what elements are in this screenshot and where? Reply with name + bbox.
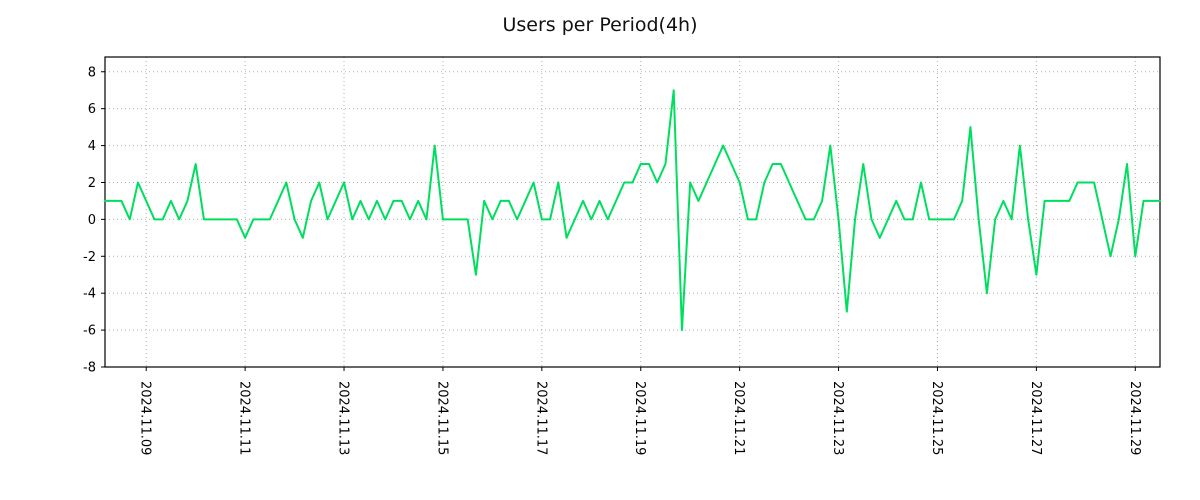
y-tick-label: -4 xyxy=(83,287,96,302)
y-tick-label: -2 xyxy=(83,250,96,265)
x-tick-label: 2024.11.13 xyxy=(336,381,351,455)
x-tick-label: 2024.11.19 xyxy=(632,381,647,455)
x-tick-label: 2024.11.29 xyxy=(1127,381,1142,455)
x-tick-label: 2024.11.21 xyxy=(731,381,746,455)
y-tick-label: 4 xyxy=(88,139,96,154)
x-tick-label: 2024.11.09 xyxy=(138,381,153,455)
y-tick-label: -8 xyxy=(83,361,96,376)
y-tick-label: 2 xyxy=(88,176,96,191)
y-tick-label: -6 xyxy=(83,324,96,339)
plot-border xyxy=(104,56,1161,368)
x-tick-label: 2024.11.17 xyxy=(533,381,548,455)
x-tick-label: 2024.11.23 xyxy=(830,381,845,455)
y-tick-label: 0 xyxy=(88,213,96,228)
line-series-users xyxy=(104,89,1161,332)
x-tick-label: 2024.11.15 xyxy=(434,381,449,455)
y-tick-label: 8 xyxy=(88,65,96,80)
x-tick-label: 2024.11.25 xyxy=(929,381,944,455)
chart-title: Users per Period(4h) xyxy=(502,14,698,36)
y-tick-label: 6 xyxy=(88,102,96,117)
x-tick-label: 2024.11.11 xyxy=(237,381,252,455)
x-tick-label: 2024.11.27 xyxy=(1028,381,1043,455)
